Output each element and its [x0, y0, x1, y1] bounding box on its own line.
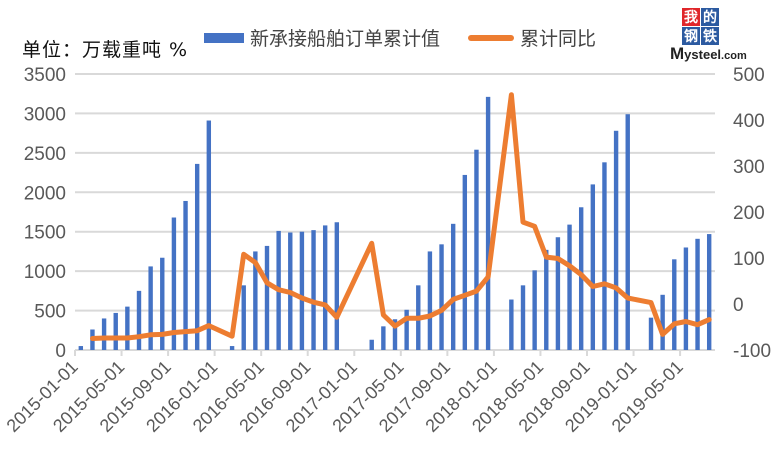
logo-cell: 我 — [682, 8, 700, 26]
bar — [392, 319, 398, 350]
bar — [602, 162, 607, 350]
right-tick-label: -100 — [733, 341, 771, 362]
bar — [706, 234, 712, 350]
bar — [148, 266, 153, 350]
logo-text-main: ysteel — [684, 47, 722, 62]
bar — [113, 312, 118, 350]
legend-bar-label: 新承接船舶订单累计值 — [250, 28, 441, 50]
left-tick-label: 1000 — [24, 262, 66, 283]
unit-label: 单位：万载重吨 % — [22, 39, 189, 61]
legend-item-line: 累计同比 — [468, 24, 596, 51]
bar — [578, 207, 584, 350]
bar — [590, 184, 596, 350]
right-y-axis: -100 0 100 200 300 400 500 — [733, 65, 771, 362]
bar — [160, 257, 165, 350]
legend-item-bar: 新承接船舶订单累计值 — [204, 24, 440, 51]
bar — [311, 230, 316, 350]
logo-cell: 钢 — [682, 27, 700, 45]
line-series — [90, 92, 712, 341]
bar — [404, 309, 409, 350]
left-tick-label: 500 — [34, 302, 66, 323]
bar — [78, 346, 84, 350]
left-tick-label: 2500 — [24, 144, 66, 165]
bar — [683, 247, 689, 350]
bar — [322, 225, 328, 350]
bar — [125, 306, 130, 350]
bar — [520, 285, 526, 350]
logo-cell: 的 — [701, 8, 719, 26]
right-tick-label: 0 — [733, 295, 744, 316]
bar — [381, 326, 386, 350]
bar-swatch-icon — [204, 32, 244, 43]
bar-series — [78, 96, 712, 351]
logo-grid-icon: 我 的 钢 铁 — [682, 8, 719, 45]
bar — [299, 231, 305, 350]
bar — [183, 200, 188, 350]
bar — [625, 114, 630, 351]
logo-text-m: M — [670, 44, 685, 63]
left-y-axis: 0 500 1000 1500 2000 2500 3000 3500 — [24, 65, 66, 362]
logo-text: Mysteel.com — [670, 44, 747, 64]
left-tick-label: 0 — [55, 341, 66, 362]
bar — [613, 130, 619, 350]
line-swatch-icon — [468, 34, 515, 41]
mysteel-logo: 我 的 钢 铁 Mysteel.com — [670, 8, 760, 63]
x-axis: 2015-01-012015-05-012015-09-012016-01-01… — [3, 350, 687, 436]
bar — [555, 237, 561, 350]
bar — [241, 285, 246, 350]
bar — [206, 120, 212, 350]
bar — [660, 294, 665, 350]
bar — [509, 299, 514, 350]
bar — [264, 245, 270, 350]
bar — [450, 223, 456, 350]
bar — [171, 217, 177, 350]
left-tick-label: 1500 — [24, 223, 66, 244]
bar — [253, 251, 258, 350]
bar — [485, 96, 491, 351]
legend: 新承接船舶订单累计值 累计同比 — [204, 24, 624, 51]
bar — [462, 174, 468, 350]
bar — [369, 339, 374, 350]
logo-cell: 铁 — [701, 27, 719, 45]
right-tick-label: 400 — [733, 111, 765, 132]
right-tick-label: 200 — [733, 203, 765, 224]
bar — [474, 149, 479, 350]
bar — [194, 163, 200, 350]
right-tick-label: 500 — [733, 65, 765, 86]
left-tick-label: 3500 — [24, 65, 66, 86]
bar — [567, 224, 572, 350]
right-tick-label: 300 — [733, 157, 765, 178]
bar — [427, 251, 433, 350]
legend-line-label: 累计同比 — [520, 28, 597, 50]
left-tick-label: 3000 — [24, 104, 66, 125]
bar — [136, 290, 142, 350]
bar — [334, 222, 340, 350]
logo-text-domain: .com — [721, 50, 747, 62]
bar — [439, 244, 444, 350]
line-path — [90, 92, 712, 341]
bar — [648, 317, 654, 350]
bar — [695, 238, 700, 350]
bar — [544, 249, 549, 350]
left-tick-label: 2000 — [24, 183, 66, 204]
gridlines — [75, 73, 715, 351]
bar — [101, 318, 107, 350]
right-tick-label: 100 — [733, 249, 765, 270]
bar — [672, 259, 677, 350]
bar — [229, 346, 235, 350]
bar — [532, 270, 537, 350]
